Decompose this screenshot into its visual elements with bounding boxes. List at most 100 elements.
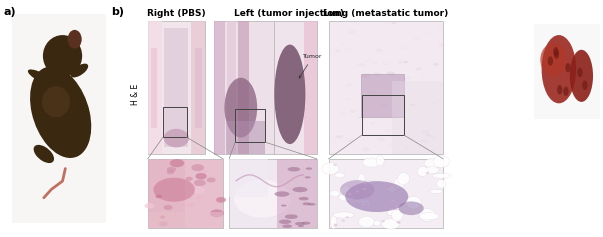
Ellipse shape <box>430 190 443 193</box>
Ellipse shape <box>168 169 177 174</box>
Ellipse shape <box>333 164 337 166</box>
Ellipse shape <box>437 26 443 28</box>
Bar <box>229 159 268 197</box>
Ellipse shape <box>197 186 201 188</box>
Ellipse shape <box>577 68 582 77</box>
Ellipse shape <box>356 190 359 192</box>
Ellipse shape <box>346 181 408 212</box>
Ellipse shape <box>333 212 354 218</box>
Bar <box>238 21 248 154</box>
Ellipse shape <box>419 213 440 220</box>
Ellipse shape <box>163 205 172 210</box>
Ellipse shape <box>224 78 257 137</box>
Ellipse shape <box>424 167 439 174</box>
Ellipse shape <box>393 107 402 112</box>
Ellipse shape <box>394 208 397 210</box>
Ellipse shape <box>438 99 441 101</box>
Ellipse shape <box>30 67 91 158</box>
Ellipse shape <box>349 109 357 113</box>
Ellipse shape <box>322 163 339 174</box>
Ellipse shape <box>216 197 226 203</box>
Ellipse shape <box>348 139 354 142</box>
Ellipse shape <box>362 118 365 120</box>
Ellipse shape <box>367 91 375 95</box>
Ellipse shape <box>548 56 553 66</box>
Ellipse shape <box>391 116 397 119</box>
Ellipse shape <box>433 155 449 168</box>
Ellipse shape <box>201 169 208 173</box>
Ellipse shape <box>348 30 356 34</box>
Text: b): b) <box>112 7 125 17</box>
Ellipse shape <box>418 209 435 221</box>
Bar <box>148 21 205 154</box>
Text: Left (tumor injection): Left (tumor injection) <box>235 9 344 18</box>
Ellipse shape <box>557 85 563 95</box>
Ellipse shape <box>428 126 433 128</box>
Ellipse shape <box>160 216 165 219</box>
Ellipse shape <box>305 176 311 178</box>
Ellipse shape <box>186 203 195 208</box>
Bar <box>151 48 157 128</box>
Ellipse shape <box>406 196 421 209</box>
Ellipse shape <box>397 222 401 224</box>
Text: H & E: H & E <box>131 84 140 105</box>
Ellipse shape <box>374 73 382 76</box>
Bar <box>329 159 443 228</box>
Ellipse shape <box>371 122 374 124</box>
Ellipse shape <box>333 224 337 227</box>
Ellipse shape <box>387 187 397 192</box>
Ellipse shape <box>344 48 352 52</box>
Bar <box>235 109 265 142</box>
Ellipse shape <box>387 71 395 75</box>
Ellipse shape <box>433 63 439 66</box>
Ellipse shape <box>340 186 352 196</box>
Ellipse shape <box>416 68 421 70</box>
Ellipse shape <box>302 222 311 225</box>
Ellipse shape <box>399 201 424 215</box>
Ellipse shape <box>202 218 207 221</box>
Ellipse shape <box>387 207 395 216</box>
Ellipse shape <box>362 158 380 167</box>
Bar <box>304 21 317 154</box>
Ellipse shape <box>303 202 311 205</box>
Bar <box>214 21 274 154</box>
Ellipse shape <box>365 59 371 62</box>
Ellipse shape <box>28 69 52 84</box>
Ellipse shape <box>358 116 361 118</box>
Ellipse shape <box>331 152 336 154</box>
Ellipse shape <box>441 84 446 87</box>
Ellipse shape <box>292 187 308 192</box>
Ellipse shape <box>566 63 570 72</box>
Ellipse shape <box>164 129 189 147</box>
Ellipse shape <box>438 44 446 47</box>
Ellipse shape <box>188 196 193 199</box>
Ellipse shape <box>540 43 567 76</box>
Ellipse shape <box>373 220 380 226</box>
Ellipse shape <box>347 29 356 33</box>
Ellipse shape <box>335 49 340 52</box>
Text: Tumor: Tumor <box>299 55 322 78</box>
Ellipse shape <box>554 49 559 59</box>
Bar <box>148 212 223 228</box>
Ellipse shape <box>197 196 203 199</box>
Ellipse shape <box>274 191 289 197</box>
Ellipse shape <box>144 203 154 209</box>
Bar <box>195 48 201 128</box>
Ellipse shape <box>335 135 343 139</box>
Ellipse shape <box>411 118 419 122</box>
Ellipse shape <box>282 224 292 228</box>
Ellipse shape <box>380 94 383 96</box>
Bar <box>361 74 404 117</box>
Ellipse shape <box>153 178 195 202</box>
Bar <box>12 14 106 223</box>
Ellipse shape <box>424 158 444 168</box>
Ellipse shape <box>186 177 193 181</box>
Bar <box>362 95 404 135</box>
Ellipse shape <box>426 172 429 174</box>
Bar <box>534 24 600 119</box>
Ellipse shape <box>195 173 207 179</box>
Ellipse shape <box>391 200 394 202</box>
Ellipse shape <box>330 190 339 197</box>
Ellipse shape <box>68 30 81 49</box>
Bar <box>148 159 223 228</box>
